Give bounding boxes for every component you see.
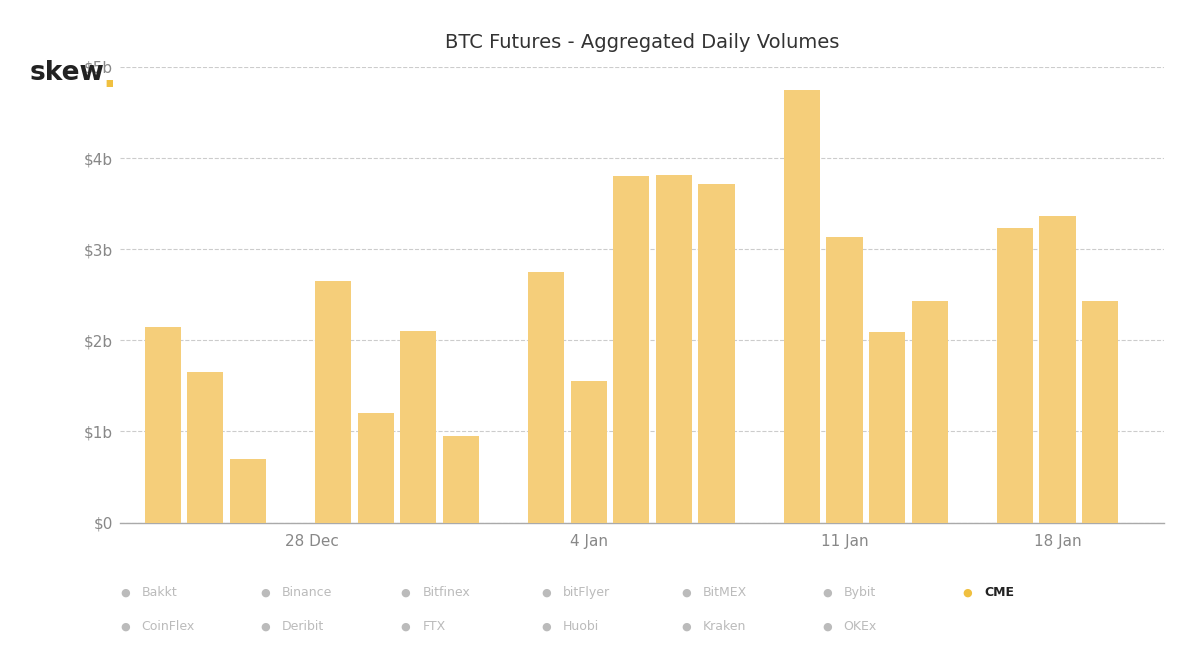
Bar <box>997 228 1033 523</box>
Bar <box>400 331 437 523</box>
Text: bitFlyer: bitFlyer <box>563 586 610 600</box>
Text: OKEx: OKEx <box>844 620 877 633</box>
Text: Bakkt: Bakkt <box>142 586 178 600</box>
Text: skew: skew <box>30 60 104 86</box>
Text: ●: ● <box>120 622 130 631</box>
Text: ●: ● <box>822 622 832 631</box>
Text: CoinFlex: CoinFlex <box>142 620 194 633</box>
Bar <box>869 332 905 523</box>
Text: Deribit: Deribit <box>282 620 324 633</box>
Text: FTX: FTX <box>422 620 445 633</box>
Text: BitMEX: BitMEX <box>703 586 748 600</box>
Text: ●: ● <box>682 622 691 631</box>
Text: ●: ● <box>822 588 832 598</box>
Bar <box>656 174 692 523</box>
Text: .: . <box>102 60 115 94</box>
Bar <box>827 237 863 523</box>
Bar <box>613 176 649 523</box>
Bar <box>528 272 564 523</box>
Bar <box>187 373 223 523</box>
Text: ●: ● <box>401 622 410 631</box>
Text: ●: ● <box>120 588 130 598</box>
Bar <box>912 302 948 523</box>
Text: Binance: Binance <box>282 586 332 600</box>
Bar <box>314 281 352 523</box>
Text: Huobi: Huobi <box>563 620 599 633</box>
Text: ●: ● <box>260 622 270 631</box>
Bar <box>358 413 394 523</box>
Bar <box>1082 302 1118 523</box>
Text: ●: ● <box>401 588 410 598</box>
Title: BTC Futures - Aggregated Daily Volumes: BTC Futures - Aggregated Daily Volumes <box>445 33 839 52</box>
Bar <box>571 381 607 523</box>
Text: Bybit: Bybit <box>844 586 876 600</box>
Bar <box>1039 216 1075 523</box>
Text: Bitfinex: Bitfinex <box>422 586 470 600</box>
Text: ●: ● <box>541 622 551 631</box>
Bar <box>144 327 181 523</box>
Text: ●: ● <box>260 588 270 598</box>
Text: ●: ● <box>682 588 691 598</box>
Bar <box>443 436 479 523</box>
Text: ●: ● <box>541 588 551 598</box>
Text: CME: CME <box>984 586 1014 600</box>
Bar <box>698 184 734 523</box>
Text: Kraken: Kraken <box>703 620 746 633</box>
Bar <box>229 459 266 523</box>
Bar <box>784 90 820 523</box>
Text: ●: ● <box>962 588 972 598</box>
